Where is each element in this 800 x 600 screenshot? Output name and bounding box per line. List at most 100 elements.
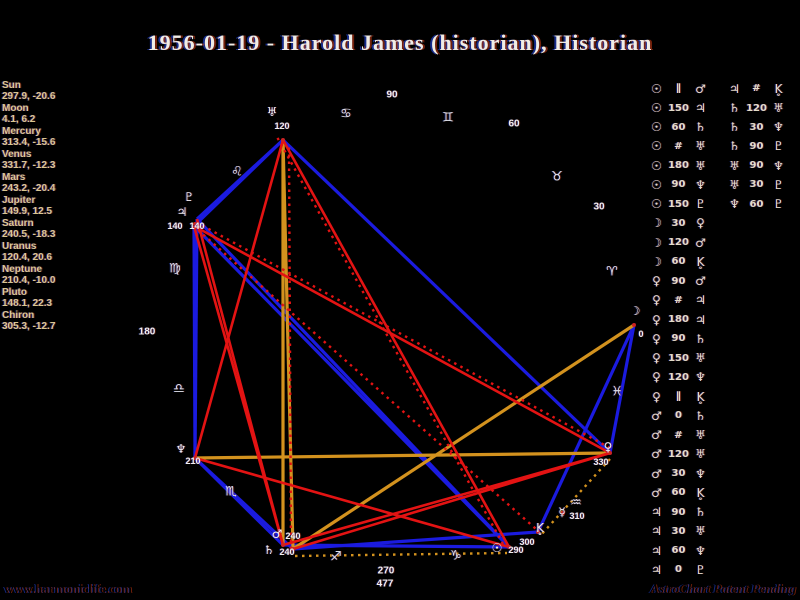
aspect-type: #: [674, 294, 683, 306]
contraparallel-aspect-line: [275, 136, 505, 545]
planet-point-marker: [193, 456, 197, 460]
planet-longitude-label: 330: [593, 457, 609, 467]
aspect-row: ☉ 150 ♃: [648, 99, 709, 117]
aspect-planet1-glyph: ☉: [651, 101, 662, 115]
degree-label: 60: [508, 118, 520, 130]
zodiac-sign-virgo-icon: ♍: [169, 261, 181, 277]
aspect-planet2-glyph: ♀: [696, 216, 705, 231]
aspect-planet1-glyph: ♀: [652, 293, 661, 308]
aspect-planet2-glyph: ♂: [695, 235, 706, 250]
planet-longitude-label: 0: [638, 329, 644, 339]
aspect-type: #: [752, 83, 761, 95]
aspect-type: 120: [668, 448, 689, 460]
aspect-planet2-glyph: ♂: [695, 274, 706, 289]
aspect-type: 60: [671, 545, 686, 557]
planet-point-marker: [507, 545, 511, 549]
aspect-row: ♀ 150 ♅: [648, 349, 709, 367]
aspect-planet2-glyph: ♆: [695, 370, 706, 385]
planet-glyph-jupiter-icon: ♃: [176, 205, 188, 219]
planet-point-marker: [193, 222, 197, 226]
aspect-row: ♂ 120 ♅: [648, 446, 709, 464]
aspect-row: ♂ 30 ♆: [648, 465, 709, 483]
planet-glyph-neptune-icon: ♆: [175, 442, 187, 456]
aspect-planet1-glyph: ♃: [651, 524, 662, 539]
parallel-aspect-line: [294, 551, 508, 558]
degree-label: 180: [138, 326, 156, 338]
aspect-row: ♃ 0 ♇: [648, 561, 709, 579]
aspect-planet2-glyph: ♃: [695, 101, 706, 115]
aspect-planet2-glyph: K̥: [696, 389, 705, 404]
planet-name: Pluto: [2, 287, 27, 298]
aspect-planet1-glyph: ♀: [652, 351, 661, 366]
planet-glyph-sun-icon: ☉: [491, 541, 503, 555]
planet-longitude-label: 240: [285, 531, 301, 541]
aspect-type: 180: [668, 160, 689, 172]
hard-aspect-line: [193, 139, 285, 459]
aspect-row: ♅ 90 ♆: [726, 157, 787, 175]
degree-label: 270: [377, 565, 395, 577]
aspect-planet2-glyph: ♅: [695, 351, 706, 366]
aspect-planet2-glyph: K̥: [696, 485, 705, 500]
aspect-type: 0: [675, 410, 682, 422]
aspect-planet2-glyph: ♂: [695, 81, 706, 96]
aspect-row: ☽ 60 K̥: [648, 253, 709, 271]
aspect-planet2-glyph: ♆: [773, 120, 784, 135]
planet-name: Saturn: [2, 218, 34, 229]
website-watermark: www.harmoniclife.com: [4, 581, 132, 596]
planet-point-marker: [281, 138, 285, 142]
aspect-row: ♀ 90 ♂: [648, 272, 709, 290]
aspect-planet2-glyph: ♇: [773, 177, 784, 192]
aspect-planet1-glyph: ☽: [651, 254, 662, 269]
aspect-row: ♆ 60 ♇: [726, 195, 787, 213]
aspect-type: 90: [749, 160, 764, 172]
aspect-type: #: [674, 140, 683, 152]
aspect-type: 150: [668, 102, 689, 114]
planet-coordinates: 148.1, 22.3: [2, 298, 53, 309]
aspect-row: ☉ 90 ♆: [648, 176, 709, 194]
hard-aspect-line: [282, 451, 611, 547]
planet-name: Neptune: [2, 264, 42, 275]
aspect-planet1-glyph: ♃: [651, 505, 662, 520]
aspect-row: ♅ 30 ♇: [726, 176, 787, 194]
planet-longitude-label: 210: [185, 456, 201, 466]
aspect-row: ♀ 180 ♃: [648, 311, 709, 329]
aspect-planet1-glyph: ☽: [651, 235, 662, 250]
aspect-row: ☉ 180 ♅: [648, 157, 709, 175]
planet-longitude-label: 240: [279, 547, 295, 557]
aspect-row: ♃ 90 ♄: [648, 503, 709, 521]
aspect-planet2-glyph: ♆: [695, 543, 706, 558]
hard-aspect-line: [193, 224, 611, 455]
hard-aspect-line: [281, 139, 511, 548]
aspect-planet2-glyph: ♇: [695, 197, 706, 212]
aspect-planet2-glyph: K̥: [774, 81, 783, 96]
aspect-type: 30: [671, 217, 686, 229]
planet-longitude-label: 140: [189, 221, 205, 231]
planet-point-marker: [291, 547, 295, 551]
aspect-planet1-glyph: ♂: [651, 485, 662, 500]
planet-coordinates: 305.3, -12.7: [2, 321, 56, 332]
planet-point-marker: [561, 511, 565, 515]
aspect-row: ♂ # ♅: [648, 426, 709, 444]
aspect-row: ☉ # ♅: [648, 138, 709, 156]
planet-glyph-venus-icon: ♀: [603, 440, 613, 454]
planet-point-marker: [608, 451, 612, 455]
aspect-type: 120: [746, 102, 767, 114]
aspect-type: 30: [749, 121, 764, 133]
aspect-row: ♀ # ♃: [648, 292, 709, 310]
planet-coordinates: 210.4, -10.0: [2, 275, 56, 286]
planet-coordinates: 4.1, 6.2: [2, 114, 36, 125]
aspect-type: 180: [668, 314, 689, 326]
hard-aspect-line: [195, 218, 285, 546]
aspect-planet2-glyph: K̥: [696, 254, 705, 269]
zodiac-sign-cancer-icon: ♋: [340, 106, 352, 122]
aspect-row: ♃ # K̥: [726, 80, 787, 98]
soft-aspect-line: [282, 543, 510, 549]
aspect-row: ☉ ∥ ♂: [648, 80, 709, 98]
planet-longitude-label: 120: [274, 121, 290, 131]
aspect-type: 90: [671, 275, 686, 287]
aspect-planet1-glyph: ☉: [651, 81, 662, 96]
aspect-planet1-glyph: ☉: [651, 177, 662, 192]
planet-longitude-label: 300: [519, 537, 535, 547]
degree-label: 30: [593, 201, 605, 213]
aspect-type: 60: [671, 121, 686, 133]
